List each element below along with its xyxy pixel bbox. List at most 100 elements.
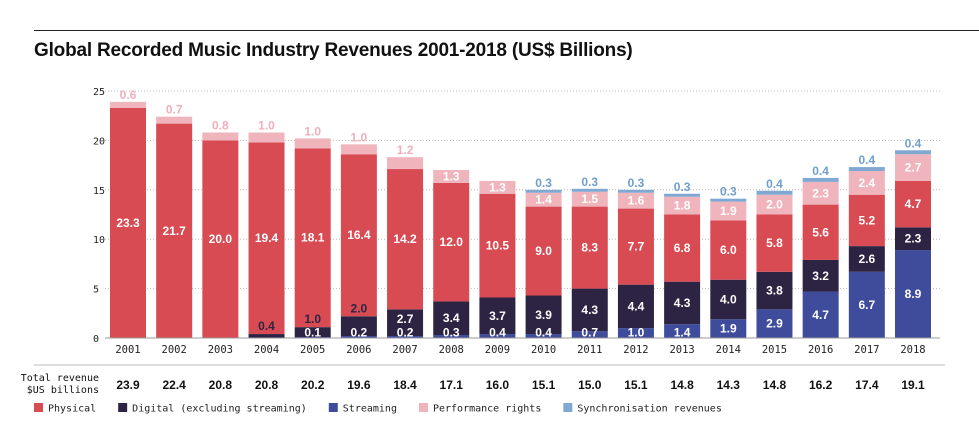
total-value: 15.1 bbox=[624, 378, 648, 392]
data-label-streaming: 4.7 bbox=[812, 308, 829, 322]
total-value: 17.1 bbox=[440, 378, 464, 392]
bar-segment-streaming bbox=[525, 334, 562, 338]
data-label-digital-excluding-streaming: 4.4 bbox=[628, 299, 645, 313]
legend-swatch-performance-rights bbox=[418, 403, 428, 412]
data-label-physical: 5.8 bbox=[766, 236, 783, 250]
bar-segment-performance-rights bbox=[340, 144, 377, 155]
data-label-streaming: 0.4 bbox=[489, 326, 506, 340]
data-label-digital-excluding-streaming: 4.0 bbox=[720, 292, 737, 306]
data-label-physical: 14.2 bbox=[393, 232, 417, 246]
legend-label-physical: Physical bbox=[48, 404, 96, 415]
x-tick-label: 2010 bbox=[531, 344, 556, 356]
data-label-digital-excluding-streaming: 3.4 bbox=[443, 311, 460, 325]
data-label-digital-excluding-streaming: 4.3 bbox=[581, 303, 598, 317]
y-tick-label: 25 bbox=[93, 87, 105, 98]
total-value: 16.2 bbox=[809, 378, 833, 392]
data-label-digital-excluding-streaming: 2.7 bbox=[397, 312, 414, 326]
bar-segment-physical bbox=[433, 182, 470, 302]
data-label-streaming: 0.4 bbox=[535, 326, 552, 340]
bar-segment-synchronisation-revenues bbox=[710, 198, 747, 202]
data-label-synchronisation-revenues: 0.4 bbox=[766, 177, 783, 191]
data-label-performance-rights: 1.3 bbox=[489, 180, 506, 194]
bar-segment-digital-excluding-streaming bbox=[895, 227, 931, 251]
bar-segment-physical bbox=[710, 220, 747, 280]
bar-segment-digital-excluding-streaming bbox=[802, 259, 839, 292]
bar-segment-performance-rights bbox=[664, 196, 701, 215]
bar-segment-streaming bbox=[387, 336, 424, 338]
bar-segment-digital-excluding-streaming bbox=[617, 284, 654, 329]
data-label-synchronisation-revenues: 0.3 bbox=[628, 176, 645, 190]
bar-segment-streaming bbox=[571, 331, 608, 338]
bar-segment-physical bbox=[248, 142, 285, 335]
data-label-streaming: 2.9 bbox=[766, 317, 783, 331]
bar-segment-streaming bbox=[479, 334, 516, 338]
bar-segment-physical bbox=[340, 154, 377, 317]
data-label-synchronisation-revenues: 0.3 bbox=[535, 176, 552, 190]
data-label-digital-excluding-streaming: 3.8 bbox=[766, 284, 783, 298]
bar-segment-performance-rights bbox=[479, 180, 516, 194]
x-tick-label: 2016 bbox=[808, 344, 833, 356]
data-label-synchronisation-revenues: 0.3 bbox=[674, 180, 691, 194]
x-tick-label: 2003 bbox=[208, 344, 233, 356]
data-label-performance-rights: 2.0 bbox=[766, 198, 783, 212]
chart-title: Global Recorded Music Industry Revenues … bbox=[34, 40, 633, 61]
total-value: 20.8 bbox=[209, 378, 233, 392]
bar-segment-performance-rights bbox=[248, 132, 285, 143]
bar-segment-physical bbox=[294, 148, 331, 328]
data-label-physical: 7.7 bbox=[628, 240, 645, 254]
total-value: 20.8 bbox=[255, 378, 279, 392]
top-rule bbox=[34, 30, 979, 31]
data-label-performance-rights: 1.4 bbox=[535, 193, 552, 207]
data-label-performance-rights: 1.0 bbox=[304, 124, 321, 138]
data-label-streaming: 6.7 bbox=[858, 298, 875, 312]
x-tick-label: 2013 bbox=[669, 344, 694, 356]
data-label-performance-rights: 1.9 bbox=[720, 204, 737, 218]
data-label-digital-excluding-streaming: 3.7 bbox=[489, 309, 506, 323]
bar-segment-performance-rights bbox=[525, 192, 562, 207]
bar-segment-physical bbox=[525, 206, 562, 296]
x-tick-label: 2006 bbox=[346, 344, 371, 356]
legend-label-streaming: Streaming bbox=[343, 404, 397, 415]
bar-segment-synchronisation-revenues bbox=[848, 167, 885, 172]
legend-label-synchronisation-revenues: Synchronisation revenues bbox=[577, 404, 722, 415]
x-tick-label: 2011 bbox=[577, 344, 602, 356]
data-label-physical: 18.1 bbox=[301, 231, 325, 245]
data-label-digital-excluding-streaming: 2.0 bbox=[351, 301, 368, 315]
data-label-physical: 10.5 bbox=[486, 239, 510, 253]
y-tick-label: 10 bbox=[93, 235, 105, 246]
legend-swatch-streaming bbox=[328, 403, 338, 412]
data-label-digital-excluding-streaming: 2.3 bbox=[905, 232, 922, 246]
data-label-streaming: 0.7 bbox=[581, 326, 598, 340]
data-label-physical: 6.8 bbox=[674, 241, 691, 255]
data-label-streaming: 1.9 bbox=[720, 322, 737, 336]
bar-segment-digital-excluding-streaming bbox=[340, 316, 377, 337]
data-label-performance-rights: 0.7 bbox=[166, 103, 183, 117]
bar-segment-digital-excluding-streaming bbox=[756, 271, 793, 310]
totals-heading-line1: Total revenue bbox=[21, 373, 99, 384]
data-label-digital-excluding-streaming: 2.6 bbox=[858, 252, 875, 266]
bar-segment-digital-excluding-streaming bbox=[294, 327, 331, 338]
bar-segment-performance-rights bbox=[710, 201, 747, 221]
bar-segment-physical bbox=[387, 169, 424, 310]
data-label-performance-rights: 1.0 bbox=[351, 130, 368, 144]
bar-segment-synchronisation-revenues bbox=[525, 189, 562, 193]
data-label-performance-rights: 1.5 bbox=[581, 192, 598, 206]
data-label-digital-excluding-streaming: 3.9 bbox=[535, 308, 552, 322]
bar-segment-physical bbox=[202, 140, 239, 338]
bar-segment-streaming bbox=[664, 324, 701, 338]
data-label-synchronisation-revenues: 0.3 bbox=[720, 185, 737, 199]
data-label-physical: 16.4 bbox=[347, 228, 371, 242]
legend-swatch-physical bbox=[34, 403, 43, 412]
data-label-performance-rights: 2.7 bbox=[905, 161, 922, 175]
total-value: 20.2 bbox=[301, 378, 325, 392]
x-tick-label: 2018 bbox=[900, 344, 925, 356]
data-label-performance-rights: 1.3 bbox=[443, 169, 460, 183]
bar-segment-performance-rights bbox=[895, 154, 931, 181]
x-tick-label: 2007 bbox=[392, 344, 417, 356]
total-value: 22.4 bbox=[162, 378, 186, 392]
bar-segment-streaming bbox=[848, 271, 885, 338]
bar-segment-physical bbox=[848, 194, 885, 247]
bar-segment-physical bbox=[802, 204, 839, 260]
bar-segment-digital-excluding-streaming bbox=[433, 301, 470, 336]
data-label-digital-excluding-streaming: 1.0 bbox=[304, 312, 321, 326]
